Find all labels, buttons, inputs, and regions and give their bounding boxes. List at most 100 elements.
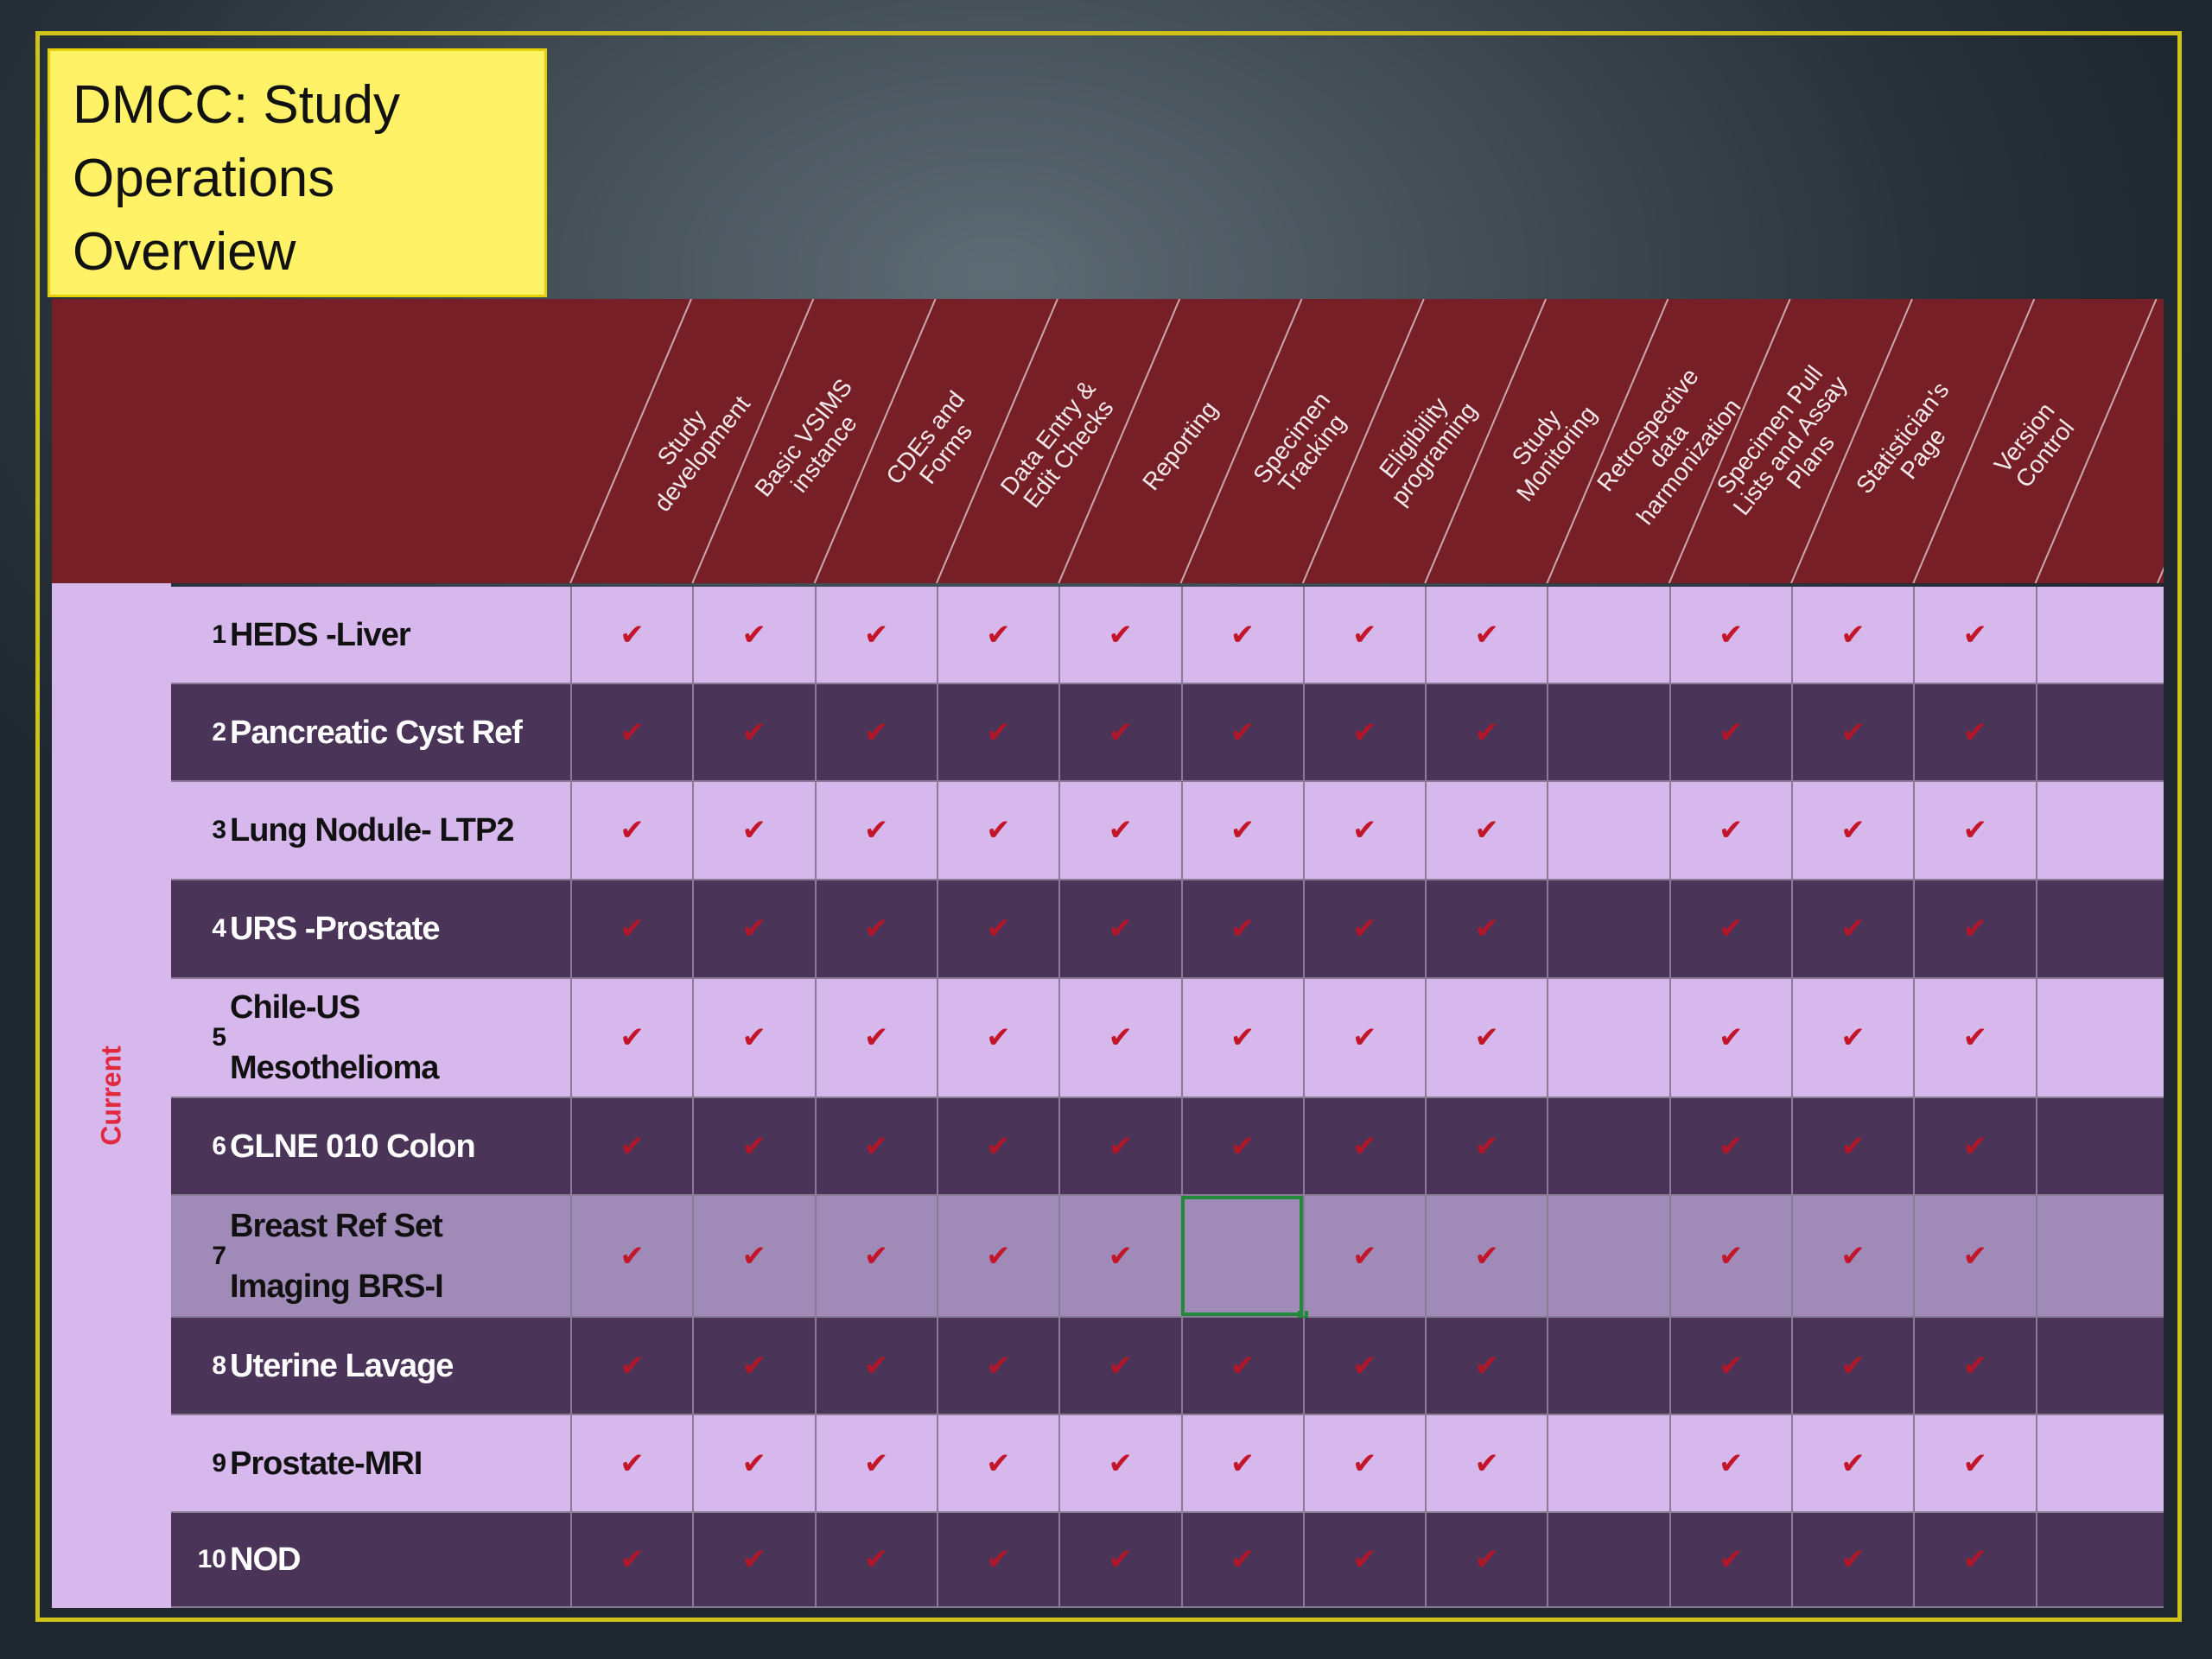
- status-cell[interactable]: ✔: [1791, 880, 1913, 977]
- status-cell[interactable]: ✔: [1302, 782, 1425, 879]
- status-cell[interactable]: ✔: [1302, 979, 1425, 1096]
- status-cell[interactable]: ✔: [692, 1415, 814, 1511]
- status-cell[interactable]: ✔: [936, 880, 1058, 977]
- status-cell[interactable]: ✔: [1791, 684, 1913, 780]
- status-cell[interactable]: ✔: [1669, 587, 1791, 683]
- status-cell[interactable]: ✔: [692, 880, 814, 977]
- status-cell[interactable]: ✔: [1425, 880, 1547, 977]
- status-cell[interactable]: ✔: [570, 979, 692, 1096]
- status-cell[interactable]: ✔: [692, 1196, 814, 1316]
- status-cell[interactable]: ✔: [1180, 1098, 1303, 1194]
- status-cell[interactable]: ✔: [936, 782, 1058, 879]
- status-cell[interactable]: ✔: [570, 1196, 692, 1316]
- status-cell[interactable]: ✔: [1425, 1513, 1547, 1606]
- status-cell[interactable]: ✔: [1669, 979, 1791, 1096]
- status-cell[interactable]: [1547, 1196, 1669, 1316]
- status-cell[interactable]: ✔: [936, 1513, 1058, 1606]
- status-cell[interactable]: ✔: [1058, 1098, 1180, 1194]
- status-cell[interactable]: [2035, 587, 2158, 683]
- status-cell[interactable]: [1547, 1513, 1669, 1606]
- status-cell[interactable]: [2035, 979, 2158, 1096]
- status-cell[interactable]: ✔: [814, 1513, 937, 1606]
- status-cell[interactable]: ✔: [1669, 880, 1791, 977]
- status-cell[interactable]: ✔: [1180, 1318, 1303, 1414]
- status-cell[interactable]: ✔: [1302, 1415, 1425, 1511]
- status-cell[interactable]: ✔: [814, 1415, 937, 1511]
- status-cell[interactable]: ✔: [692, 1098, 814, 1194]
- status-cell[interactable]: [1180, 1196, 1308, 1321]
- status-cell[interactable]: ✔: [570, 782, 692, 879]
- status-cell[interactable]: ✔: [1913, 1415, 2035, 1511]
- status-cell[interactable]: ✔: [692, 782, 814, 879]
- status-cell[interactable]: ✔: [1058, 782, 1180, 879]
- status-cell[interactable]: ✔: [936, 1098, 1058, 1194]
- status-cell[interactable]: ✔: [1791, 587, 1913, 683]
- status-cell[interactable]: ✔: [1669, 1513, 1791, 1606]
- status-cell[interactable]: [1547, 1415, 1669, 1511]
- status-cell[interactable]: ✔: [1425, 979, 1547, 1096]
- status-cell[interactable]: [2035, 1415, 2158, 1511]
- status-cell[interactable]: ✔: [1791, 979, 1913, 1096]
- status-cell[interactable]: ✔: [1913, 782, 2035, 879]
- status-cell[interactable]: ✔: [1058, 1513, 1180, 1606]
- status-cell[interactable]: ✔: [1425, 1318, 1547, 1414]
- status-cell[interactable]: ✔: [1425, 1415, 1547, 1511]
- status-cell[interactable]: ✔: [1791, 1196, 1913, 1316]
- status-cell[interactable]: ✔: [936, 1415, 1058, 1511]
- status-cell[interactable]: ✔: [936, 1196, 1058, 1316]
- status-cell[interactable]: ✔: [1791, 1098, 1913, 1194]
- status-cell[interactable]: ✔: [692, 979, 814, 1096]
- status-cell[interactable]: ✔: [1058, 979, 1180, 1096]
- status-cell[interactable]: ✔: [814, 684, 937, 780]
- status-cell[interactable]: ✔: [1058, 880, 1180, 977]
- status-cell[interactable]: ✔: [570, 1513, 692, 1606]
- status-cell[interactable]: ✔: [1180, 587, 1303, 683]
- status-cell[interactable]: ✔: [1425, 684, 1547, 780]
- status-cell[interactable]: ✔: [1669, 1196, 1791, 1316]
- status-cell[interactable]: [1547, 880, 1669, 977]
- status-cell[interactable]: [1547, 979, 1669, 1096]
- status-cell[interactable]: ✔: [1302, 1318, 1425, 1414]
- status-cell[interactable]: ✔: [1669, 782, 1791, 879]
- status-cell[interactable]: ✔: [1791, 1415, 1913, 1511]
- status-cell[interactable]: ✔: [1669, 684, 1791, 780]
- status-cell[interactable]: ✔: [570, 1318, 692, 1414]
- status-cell[interactable]: ✔: [1913, 587, 2035, 683]
- status-cell[interactable]: ✔: [814, 1196, 937, 1316]
- status-cell[interactable]: ✔: [1302, 880, 1425, 977]
- status-cell[interactable]: [2035, 1513, 2158, 1606]
- status-cell[interactable]: ✔: [814, 587, 937, 683]
- status-cell[interactable]: ✔: [1425, 1098, 1547, 1194]
- status-cell[interactable]: ✔: [1058, 684, 1180, 780]
- status-cell[interactable]: ✔: [1913, 1318, 2035, 1414]
- status-cell[interactable]: [1547, 587, 1669, 683]
- status-cell[interactable]: ✔: [936, 587, 1058, 683]
- status-cell[interactable]: ✔: [814, 880, 937, 977]
- status-cell[interactable]: ✔: [1302, 684, 1425, 780]
- status-cell[interactable]: ✔: [1913, 684, 2035, 780]
- status-cell[interactable]: ✔: [692, 587, 814, 683]
- status-cell[interactable]: ✔: [1180, 880, 1303, 977]
- status-cell[interactable]: ✔: [814, 979, 937, 1096]
- status-cell[interactable]: ✔: [1425, 1196, 1547, 1316]
- status-cell[interactable]: ✔: [1058, 1318, 1180, 1414]
- status-cell[interactable]: ✔: [936, 1318, 1058, 1414]
- status-cell[interactable]: [1547, 684, 1669, 780]
- status-cell[interactable]: ✔: [1058, 1196, 1180, 1316]
- status-cell[interactable]: ✔: [570, 880, 692, 977]
- status-cell[interactable]: ✔: [692, 684, 814, 780]
- status-cell[interactable]: ✔: [1791, 782, 1913, 879]
- status-cell[interactable]: ✔: [692, 1318, 814, 1414]
- status-cell[interactable]: ✔: [1180, 1415, 1303, 1511]
- status-cell[interactable]: ✔: [1302, 1196, 1425, 1316]
- status-cell[interactable]: ✔: [1302, 587, 1425, 683]
- status-cell[interactable]: [1547, 1318, 1669, 1414]
- status-cell[interactable]: ✔: [814, 782, 937, 879]
- status-cell[interactable]: ✔: [1669, 1098, 1791, 1194]
- status-cell[interactable]: [1547, 782, 1669, 879]
- status-cell[interactable]: ✔: [570, 1098, 692, 1194]
- status-cell[interactable]: [2035, 880, 2158, 977]
- status-cell[interactable]: ✔: [1791, 1318, 1913, 1414]
- status-cell[interactable]: ✔: [814, 1098, 937, 1194]
- status-cell[interactable]: ✔: [1913, 1196, 2035, 1316]
